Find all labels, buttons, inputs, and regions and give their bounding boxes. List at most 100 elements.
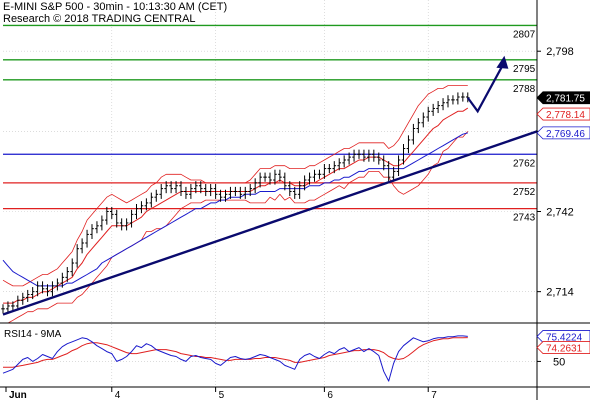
price-bar[interactable]: [337, 158, 342, 171]
price-bar[interactable]: [287, 181, 292, 197]
price-bar[interactable]: [164, 181, 168, 194]
price-bar[interactable]: [451, 95, 455, 105]
price-bar[interactable]: [312, 169, 317, 182]
price-bar[interactable]: [238, 186, 243, 199]
price-bar[interactable]: [391, 166, 396, 182]
forecast-arrow[interactable]: [466, 55, 509, 114]
price-bar[interactable]: [11, 301, 15, 311]
price-bar[interactable]: [317, 169, 322, 179]
price-bar[interactable]: [16, 295, 20, 311]
price-bar[interactable]: [194, 181, 198, 194]
price-bar[interactable]: [367, 149, 371, 162]
price-bar[interactable]: [258, 172, 262, 188]
price-bar[interactable]: [411, 123, 416, 145]
price-bar[interactable]: [228, 186, 233, 199]
price-bar[interactable]: [342, 155, 346, 168]
price-bar[interactable]: [6, 301, 10, 314]
price-bar[interactable]: [347, 152, 351, 165]
price-bar[interactable]: [30, 287, 35, 300]
price-bar[interactable]: [376, 152, 381, 165]
trendline[interactable]: [2, 130, 538, 316]
price-bar[interactable]: [406, 135, 411, 154]
price-bar[interactable]: [421, 112, 426, 128]
price-bar[interactable]: [352, 149, 356, 162]
price-bar[interactable]: [50, 281, 55, 297]
price-bar[interactable]: [20, 292, 25, 305]
price-bar[interactable]: [169, 181, 173, 194]
price-bar[interactable]: [401, 143, 406, 165]
price-bar[interactable]: [416, 118, 421, 134]
price-bar[interactable]: [302, 175, 307, 191]
price-bar[interactable]: [218, 189, 223, 202]
rsi-plot-area[interactable]: RSI14 - 9MA: [2, 329, 537, 382]
price-bar[interactable]: [149, 192, 154, 208]
price-bar[interactable]: [55, 278, 60, 291]
price-bar[interactable]: [292, 186, 297, 199]
price-bar[interactable]: [362, 149, 366, 162]
price-bar[interactable]: [75, 244, 79, 268]
price-bar[interactable]: [278, 169, 282, 182]
price-bar[interactable]: [213, 184, 218, 199]
price-bar[interactable]: [268, 172, 272, 185]
price-bar[interactable]: [426, 106, 431, 122]
price-bar[interactable]: [243, 186, 248, 199]
price-bar[interactable]: [198, 181, 203, 194]
price-bar[interactable]: [134, 204, 139, 219]
price-bar[interactable]: [381, 155, 386, 171]
price-bar[interactable]: [233, 186, 238, 197]
price-bar[interactable]: [396, 155, 401, 177]
price-bar[interactable]: [283, 172, 287, 191]
price-bar[interactable]: [139, 201, 144, 214]
price-bar[interactable]: [253, 178, 257, 194]
price-bar[interactable]: [184, 186, 188, 199]
price-bar[interactable]: [327, 163, 332, 174]
price-bar[interactable]: [35, 281, 40, 297]
price-bar[interactable]: [273, 169, 277, 185]
price-bar[interactable]: [461, 92, 465, 102]
price-bar[interactable]: [25, 289, 30, 302]
price-bar[interactable]: [307, 172, 312, 185]
price-bar[interactable]: [109, 206, 114, 219]
price-bar[interactable]: [129, 209, 134, 228]
price-bar[interactable]: [114, 209, 119, 228]
price-bar[interactable]: [144, 198, 149, 211]
price-bar[interactable]: [65, 267, 70, 282]
price-bar[interactable]: [263, 172, 267, 182]
price-bar[interactable]: [60, 272, 65, 288]
price-bar[interactable]: [100, 215, 104, 231]
price-bar[interactable]: [85, 229, 89, 248]
bollinger-upper-line[interactable]: [2, 85, 468, 287]
price-bar[interactable]: [174, 181, 178, 194]
price-bar[interactable]: [436, 101, 440, 114]
price-bar[interactable]: [189, 184, 193, 199]
price-bar[interactable]: [95, 221, 99, 234]
price-bar[interactable]: [332, 161, 337, 174]
price-bar[interactable]: [70, 258, 75, 277]
slow-ma-line[interactable]: [2, 132, 468, 287]
rsi-line[interactable]: [2, 335, 468, 382]
price-bar[interactable]: [446, 95, 450, 108]
price-bar[interactable]: [297, 181, 302, 199]
price-bar[interactable]: [124, 218, 129, 231]
price-bar[interactable]: [208, 184, 213, 197]
rsi-ma-line[interactable]: [3, 337, 468, 368]
price-bar[interactable]: [154, 189, 159, 202]
price-bar[interactable]: [456, 92, 460, 105]
bollinger-lower-line[interactable]: [3, 131, 469, 324]
price-bar[interactable]: [223, 189, 228, 202]
price-bar[interactable]: [431, 103, 435, 116]
price-bar[interactable]: [45, 284, 50, 297]
price-bar[interactable]: [357, 149, 361, 159]
price-bar[interactable]: [119, 218, 124, 231]
price-bar[interactable]: [90, 224, 94, 239]
price-bar[interactable]: [248, 184, 253, 197]
price-bar[interactable]: [80, 238, 84, 254]
price-bar[interactable]: [203, 184, 208, 197]
price-bar[interactable]: [441, 98, 445, 111]
price-bar[interactable]: [159, 184, 164, 199]
price-bar[interactable]: [179, 181, 183, 197]
price-bar[interactable]: [386, 161, 391, 182]
price-bar[interactable]: [322, 163, 327, 179]
price-bar[interactable]: [1, 304, 5, 314]
